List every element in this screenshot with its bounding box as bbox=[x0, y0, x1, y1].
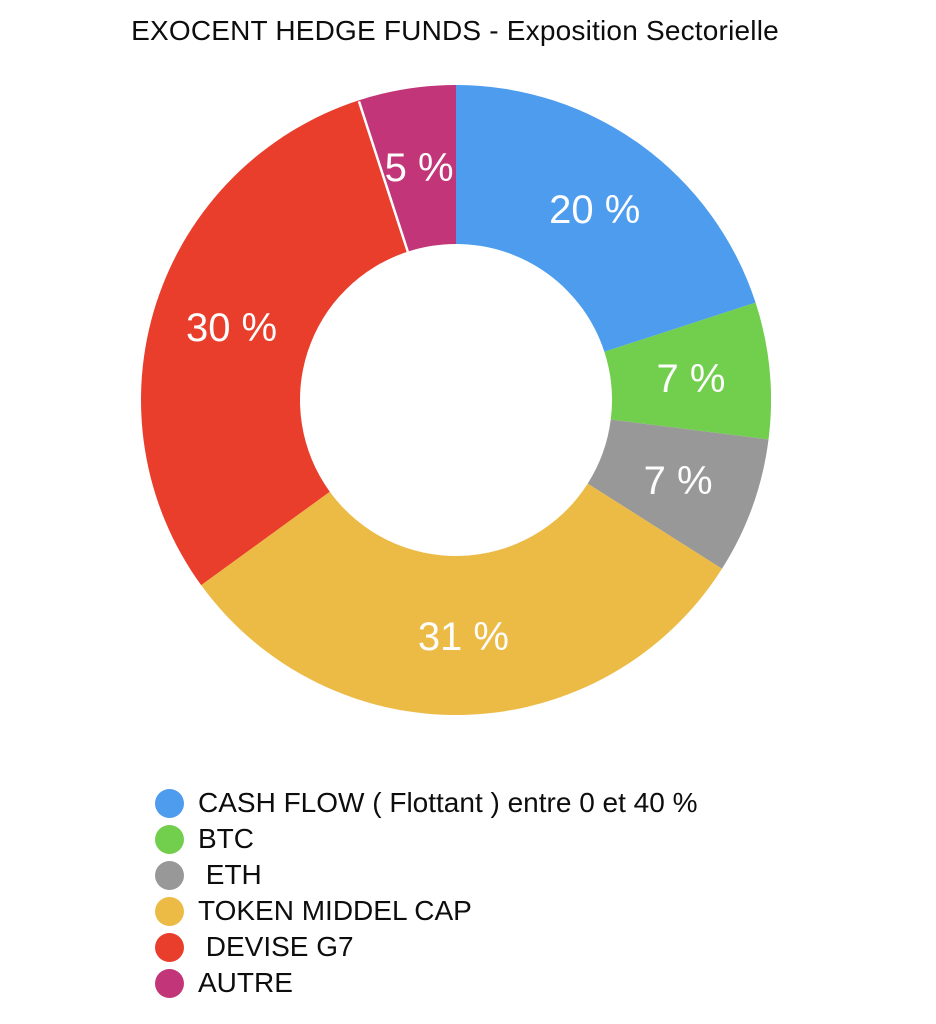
slice-value-label-2: 7 % bbox=[644, 459, 713, 503]
legend-item-4: DEVISE G7 bbox=[155, 929, 698, 965]
donut-chart: 20 % 7 % 7 % 31 % 30 % 5 % bbox=[141, 85, 771, 715]
slice-value-label-4: 30 % bbox=[186, 306, 277, 350]
legend-item-5: AUTRE bbox=[155, 965, 698, 1001]
pie-slice-1 bbox=[604, 302, 771, 440]
legend-label: ETH bbox=[198, 859, 262, 890]
slice-separator-line bbox=[357, 100, 409, 253]
slice-value-label-3: 31 % bbox=[418, 615, 509, 659]
pie-slice-3 bbox=[201, 483, 722, 715]
chart-legend: CASH FLOW ( Flottant ) entre 0 et 40 % BT… bbox=[155, 785, 698, 1001]
slice-value-label-5: 5 % bbox=[385, 146, 454, 190]
slice-value-label-1: 7 % bbox=[656, 357, 725, 401]
legend-color-dot bbox=[155, 860, 184, 890]
legend-color-dot bbox=[155, 896, 184, 926]
legend-label: CASH FLOW ( Flottant ) entre 0 et 40 % bbox=[198, 787, 698, 818]
legend-item-3: TOKEN MIDDEL CAP bbox=[155, 893, 698, 929]
legend-color-dot bbox=[155, 968, 184, 998]
legend-color-dot bbox=[155, 824, 184, 854]
pie-slice-4 bbox=[141, 100, 408, 586]
slice-value-label-0: 20 % bbox=[549, 188, 640, 232]
legend-color-dot bbox=[155, 932, 184, 962]
legend-label: BTC bbox=[198, 823, 254, 854]
legend-item-2: ETH bbox=[155, 857, 698, 893]
legend-label: DEVISE G7 bbox=[198, 931, 354, 962]
pie-slice-5 bbox=[358, 85, 456, 252]
legend-item-1: BTC bbox=[155, 821, 698, 857]
legend-label: TOKEN MIDDEL CAP bbox=[198, 895, 472, 926]
legend-color-dot bbox=[155, 788, 184, 818]
legend-label: AUTRE bbox=[198, 967, 293, 998]
pie-slice-0 bbox=[456, 85, 756, 352]
legend-item-0: CASH FLOW ( Flottant ) entre 0 et 40 % bbox=[155, 785, 698, 821]
pie-slice-2 bbox=[587, 419, 769, 569]
chart-title: EXOCENT HEDGE FUNDS - Exposition Sectori… bbox=[131, 15, 779, 46]
